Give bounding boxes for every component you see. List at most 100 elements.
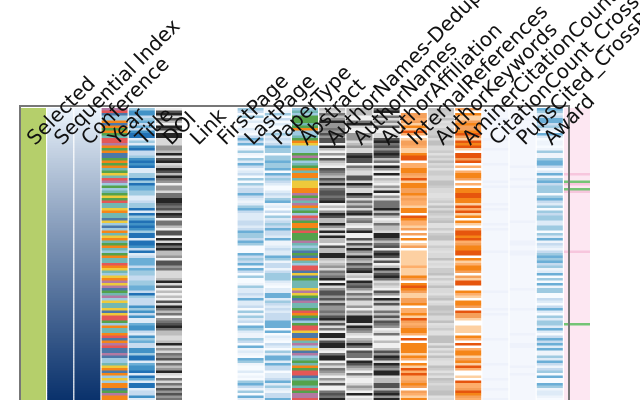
heatmap-cell: [319, 323, 346, 326]
heatmap-cell: [455, 195, 482, 199]
heatmap-cell: [183, 185, 210, 189]
heatmap-cell: [47, 110, 74, 114]
heatmap-cell: [373, 398, 400, 400]
heatmap-cell: [373, 340, 400, 344]
heatmap-cell: [564, 353, 590, 356]
heatmap-cell: [47, 375, 74, 379]
heatmap-cell: [536, 278, 563, 281]
heatmap-cell: [128, 333, 155, 336]
heatmap-cell: [74, 248, 101, 251]
heatmap-cell: [455, 225, 482, 229]
heatmap-cell: [564, 120, 590, 124]
heatmap-cell: [482, 270, 509, 274]
heatmap-cell: [346, 343, 373, 346]
heatmap-cell: [346, 210, 373, 214]
heatmap-cell: [237, 233, 264, 236]
heatmap-cell: [346, 228, 373, 231]
heatmap-cell: [20, 378, 46, 381]
heatmap-cell: [74, 370, 101, 374]
heatmap-cell: [319, 310, 346, 314]
heatmap-cell: [101, 163, 128, 166]
heatmap-cell: [319, 333, 346, 336]
heatmap-cell: [101, 250, 128, 254]
heatmap-cell: [237, 265, 264, 269]
heatmap-cell: [20, 370, 46, 374]
heatmap-cell: [210, 158, 237, 161]
heatmap-cell: [74, 335, 101, 339]
heatmap-cell: [20, 325, 46, 329]
heatmap-cell: [264, 235, 291, 239]
heatmap-cell: [428, 115, 454, 119]
heatmap-cell: [156, 223, 182, 226]
heatmap-cell: [400, 200, 427, 204]
heatmap-cell: [101, 230, 128, 234]
heatmap-cell: [156, 113, 182, 116]
heatmap-cell: [346, 318, 373, 321]
heatmap-cell: [156, 323, 182, 326]
heatmap-cell: [183, 218, 210, 221]
heatmap-cell: [455, 143, 482, 146]
heatmap-cell: [428, 390, 454, 394]
heatmap-cell: [319, 378, 346, 381]
heatmap-cell: [210, 173, 237, 176]
heatmap-cell: [482, 233, 509, 236]
heatmap-cell: [183, 223, 210, 226]
heatmap-cell: [237, 138, 264, 141]
heatmap-cell: [482, 143, 509, 146]
heatmap-cell: [482, 360, 509, 364]
heatmap-cell: [237, 303, 264, 306]
heatmap-cell: [101, 233, 128, 236]
heatmap-cell: [156, 218, 182, 221]
heatmap-cell: [373, 368, 400, 371]
heatmap-cell: [183, 135, 210, 139]
heatmap-cell: [183, 113, 210, 116]
heatmap-cell: [292, 138, 318, 141]
heatmap-cell: [455, 270, 482, 274]
heatmap-cell: [346, 365, 373, 369]
heatmap-cell: [264, 303, 291, 306]
heatmap-cell: [346, 283, 373, 286]
heatmap-cell: [536, 148, 563, 151]
heatmap-cell: [292, 378, 318, 381]
heatmap-cell: [101, 130, 128, 134]
heatmap-cell: [455, 275, 482, 279]
heatmap-cell: [101, 168, 128, 171]
heatmap-cell: [428, 368, 454, 371]
heatmap-cell: [292, 140, 318, 144]
heatmap-cell: [183, 203, 210, 206]
heatmap-cell: [455, 158, 482, 161]
heatmap-cell: [101, 390, 128, 394]
heatmap-cell: [509, 113, 536, 116]
heatmap-cell: [183, 160, 210, 164]
heatmap-cell: [373, 265, 400, 269]
heatmap-cell: [536, 358, 563, 361]
heatmap-cell: [482, 110, 509, 114]
heatmap-cell: [346, 138, 373, 141]
heatmap-cell: [20, 278, 46, 281]
heatmap-cell: [428, 275, 454, 279]
heatmap-cell: [455, 263, 482, 266]
heatmap-cell: [20, 175, 46, 179]
heatmap-cell: [482, 185, 509, 189]
heatmap-cell: [428, 248, 454, 251]
heatmap-cell: [455, 175, 482, 179]
heatmap-cell: [101, 220, 128, 224]
heatmap-cell: [20, 290, 46, 294]
heatmap-cell: [74, 323, 101, 326]
heatmap-cell: [428, 255, 454, 259]
heatmap-cell: [210, 395, 237, 399]
heatmap-cell: [237, 343, 264, 346]
heatmap-cell: [183, 398, 210, 400]
heatmap-cell: [400, 223, 427, 226]
heatmap-cell: [156, 275, 182, 279]
heatmap-cell: [346, 373, 373, 376]
heatmap-cell: [346, 255, 373, 259]
heatmap-cell: [482, 318, 509, 321]
heatmap-cell: [400, 345, 427, 349]
heatmap-cell: [564, 373, 590, 376]
heatmap-cell: [400, 325, 427, 329]
heatmap-cell: [237, 173, 264, 176]
heatmap-cell: [183, 180, 210, 184]
heatmap-cell: [47, 288, 74, 291]
heatmap-cell: [128, 175, 155, 179]
